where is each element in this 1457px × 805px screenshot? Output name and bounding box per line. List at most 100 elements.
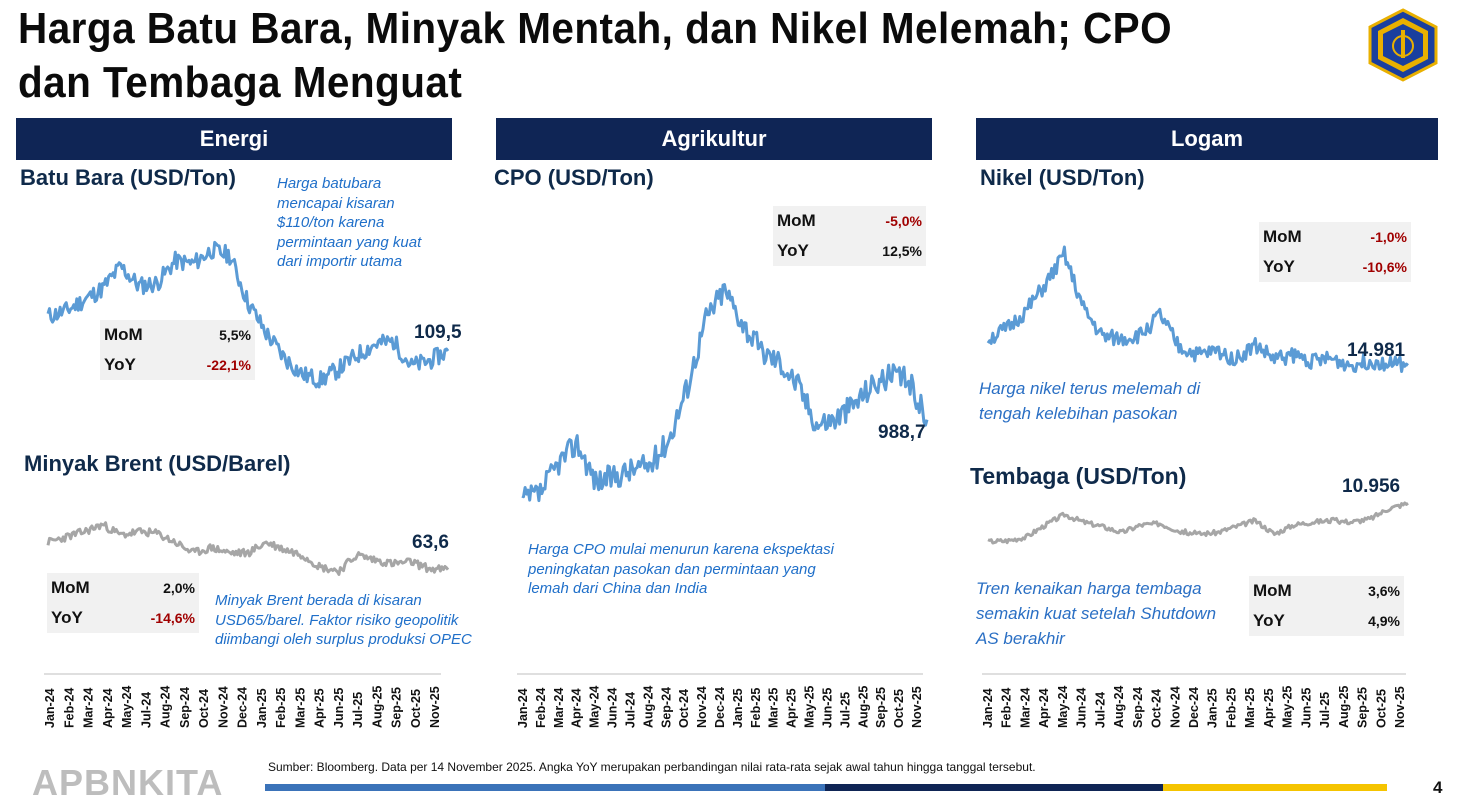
x-tick-label: Jan-25	[731, 688, 745, 728]
x-tick-label: Jan-24	[981, 688, 995, 728]
section-energi: Energi	[16, 118, 452, 160]
mom-label: MoM	[777, 211, 816, 230]
chart-brent	[46, 521, 450, 576]
mom-value: 2,0%	[163, 580, 195, 596]
x-tick-label: Feb-24	[534, 688, 548, 728]
stat-box-tembaga: MoM 3,6% YoY 4,9%	[1249, 576, 1404, 636]
section-logam: Logam	[976, 118, 1438, 160]
note-tembaga: Tren kenaikan harga tembaga semakin kuat…	[976, 579, 1217, 648]
x-tick-label: Apr-24	[570, 688, 584, 728]
last-value-cpo: 988,7	[878, 422, 926, 443]
stat-box-cpo: MoM -5,0% YoY 12,5%	[773, 206, 926, 266]
last-value-brent: 63,6	[412, 532, 449, 553]
x-axis-logam: Jan-24 Feb-24 Mar-24 Apr-24 May-24 Jun-24 Jul-…	[981, 673, 1407, 728]
x-tick-label: Jun-24	[606, 688, 620, 728]
x-tick-label: Jun-24	[1075, 688, 1089, 728]
yoy-label: YoY	[1253, 611, 1285, 630]
x-tick-label: Aug-24	[159, 686, 173, 728]
x-tick-label: Sep-25	[390, 687, 404, 728]
yoy-value: -22,1%	[206, 357, 251, 373]
x-tick-label: Jul-24	[139, 692, 153, 728]
x-tick-label: Mar-24	[82, 688, 96, 728]
x-tick-label: Sep-25	[1356, 687, 1370, 728]
section-agrikultur: Agrikultur	[496, 118, 932, 160]
note-nikel: Harga nikel terus melemah di tengah kele…	[979, 379, 1201, 423]
last-value-batubara: 109,5	[414, 322, 462, 343]
chart-title-cpo: CPO (USD/Ton)	[494, 165, 654, 190]
x-tick-label: Dec-24	[1187, 687, 1201, 728]
yoy-label: YoY	[1263, 257, 1295, 276]
x-tick-label: Feb-25	[749, 688, 763, 728]
yoy-value: -14,6%	[150, 610, 195, 626]
x-tick-label: Dec-24	[713, 687, 727, 728]
x-tick-label: Sep-24	[178, 687, 192, 728]
last-value-tembaga: 10.956	[1342, 476, 1401, 497]
x-tick-label: Nov-25	[1393, 686, 1407, 728]
x-tick-label: Jun-25	[1299, 688, 1313, 728]
x-tick-label: Nov-24	[1168, 686, 1182, 728]
x-tick-label: Sep-24	[1131, 687, 1145, 728]
mom-label: MoM	[104, 325, 143, 344]
x-tick-label: May-25	[1281, 686, 1295, 728]
mom-value: -1,0%	[1370, 229, 1407, 245]
x-tick-label: Nov-25	[910, 686, 924, 728]
x-tick-label: Mar-24	[1019, 688, 1033, 728]
x-tick-label: Jul-25	[351, 692, 365, 728]
x-tick-label: Apr-25	[1262, 688, 1276, 728]
x-tick-label: Nov-24	[695, 686, 709, 728]
x-axis-agri: Jan-24 Feb-24 Mar-24 Apr-24 May-24 Jun-24 Jul-…	[516, 673, 924, 728]
x-tick-label: Oct-24	[1150, 689, 1164, 728]
stat-box-brent: MoM 2,0% YoY -14,6%	[47, 573, 199, 633]
source-note: Sumber: Bloomberg. Data per 14 November …	[268, 760, 1036, 774]
x-tick-label: Aug-25	[1337, 686, 1351, 728]
x-tick-label: Jul-25	[1318, 692, 1332, 728]
note-cpo: Harga CPO mulai menurun karena ekspektas…	[528, 541, 834, 597]
mom-label: MoM	[1253, 581, 1292, 600]
yoy-value: 12,5%	[882, 243, 922, 259]
footer-bar-yellow	[1163, 784, 1387, 791]
footer-bar-navy	[825, 784, 1163, 791]
chart-nikel	[986, 245, 1409, 373]
mom-label: MoM	[51, 578, 90, 597]
page-number: 4	[1433, 778, 1443, 797]
x-tick-label: Mar-25	[767, 688, 781, 728]
chart-tembaga	[987, 501, 1409, 545]
x-tick-label: Jun-25	[332, 688, 346, 728]
x-tick-label: Jun-25	[821, 688, 835, 728]
x-tick-label: May-24	[588, 686, 602, 728]
x-tick-label: Jan-25	[1206, 688, 1220, 728]
x-tick-label: Apr-25	[313, 688, 327, 728]
x-tick-label: Feb-24	[1000, 688, 1014, 728]
series-line	[986, 245, 1409, 373]
mom-label: MoM	[1263, 227, 1302, 246]
x-tick-label: Jan-24	[516, 688, 530, 728]
x-tick-label: Feb-24	[62, 688, 76, 728]
x-tick-label: Oct-25	[1374, 689, 1388, 728]
kemenkeu-logo	[1368, 8, 1438, 82]
chart-title-nikel: Nikel (USD/Ton)	[980, 165, 1145, 190]
yoy-value: 4,9%	[1368, 613, 1400, 629]
chart-title-tembaga: Tembaga (USD/Ton)	[970, 463, 1187, 489]
x-tick-label: Jan-25	[255, 688, 269, 728]
x-tick-label: Jul-24	[624, 692, 638, 728]
x-tick-label: Aug-24	[1112, 686, 1126, 728]
x-tick-label: Mar-25	[1243, 688, 1257, 728]
note-batubara: Harga batubara mencapai kisaran $110/ton…	[277, 175, 422, 270]
x-tick-label: Aug-25	[370, 686, 384, 728]
last-value-nikel: 14.981	[1347, 340, 1406, 361]
x-tick-label: Dec-24	[236, 687, 250, 728]
chart-batubara	[46, 240, 450, 389]
yoy-value: -10,6%	[1362, 259, 1407, 275]
yoy-label: YoY	[51, 608, 83, 627]
x-tick-label: Oct-24	[197, 689, 211, 728]
x-tick-label: Nov-24	[216, 686, 230, 728]
chart-cpo	[521, 283, 929, 503]
mom-value: -5,0%	[885, 213, 922, 229]
yoy-label: YoY	[777, 241, 809, 260]
x-tick-label: Apr-25	[785, 688, 799, 728]
footer-bar-blue	[265, 784, 825, 791]
series-line	[46, 521, 450, 576]
x-tick-label: Oct-24	[677, 689, 691, 728]
x-tick-label: Sep-25	[874, 687, 888, 728]
series-line	[987, 501, 1409, 545]
